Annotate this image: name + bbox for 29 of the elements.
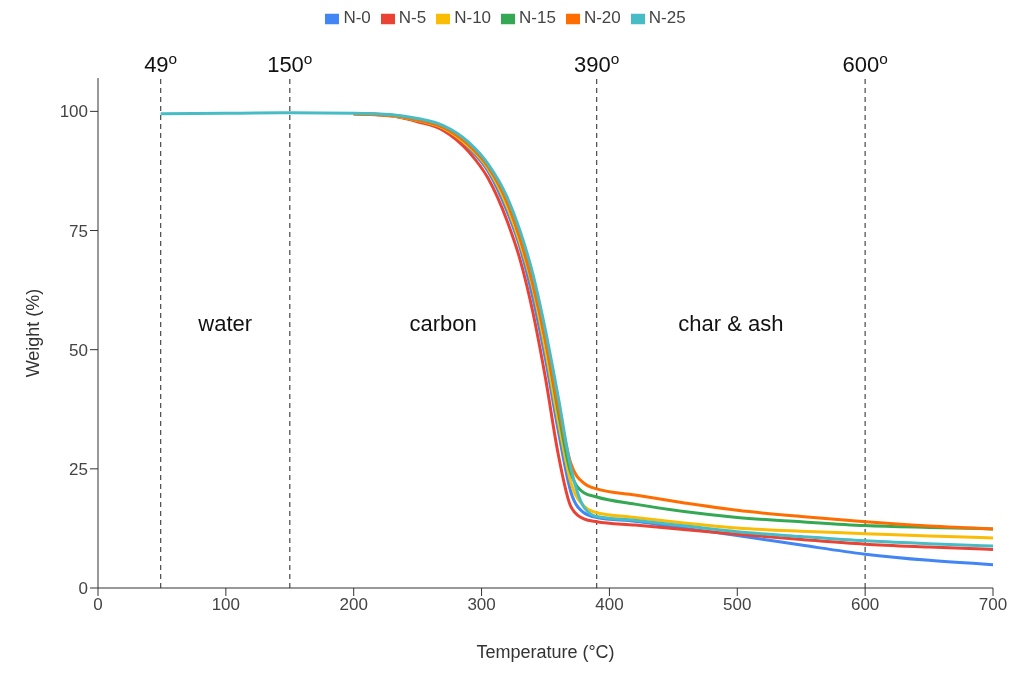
y-tick-label: 75 xyxy=(69,221,88,241)
annotation: water xyxy=(197,311,253,337)
annotation: carbon xyxy=(409,311,477,337)
legend-label: N-0 xyxy=(343,8,371,27)
legend-label: N-25 xyxy=(648,8,686,27)
x-tick-label: 200 xyxy=(339,595,368,615)
ref-line-label: 49$^{o}$ xyxy=(144,49,178,77)
x-tick-label: 100 xyxy=(211,595,241,615)
x-tick-label: 0 xyxy=(93,595,103,615)
x-tick-label: 500 xyxy=(723,595,752,615)
x-tick-label: 600 xyxy=(850,595,880,615)
ref-line-label: 390$^{o}$ xyxy=(574,49,620,77)
ref-line-label: 600$^{o}$ xyxy=(842,49,888,77)
line-series xyxy=(159,111,993,548)
y-tick-label: 50 xyxy=(69,340,88,360)
y-tick-label: 0 xyxy=(78,579,88,599)
y-axis-title: Weight (%) xyxy=(23,288,44,378)
y-tick-label: 100 xyxy=(59,102,88,122)
legend-label: N-20 xyxy=(583,8,621,27)
legend-label: N-15 xyxy=(519,8,556,27)
annotation: char & ash xyxy=(678,311,784,337)
x-tick-label: 700 xyxy=(978,595,1008,615)
ref-line-label: 150$^{o}$ xyxy=(267,49,313,77)
x-axis-title: Temperature (°C) xyxy=(476,642,615,662)
x-tick-label: 400 xyxy=(595,595,624,615)
x-tick-label: 300 xyxy=(467,595,496,615)
legend-label: N-5 xyxy=(398,8,427,27)
y-tick-label: 25 xyxy=(69,459,88,479)
legend-label: N-10 xyxy=(454,8,492,27)
